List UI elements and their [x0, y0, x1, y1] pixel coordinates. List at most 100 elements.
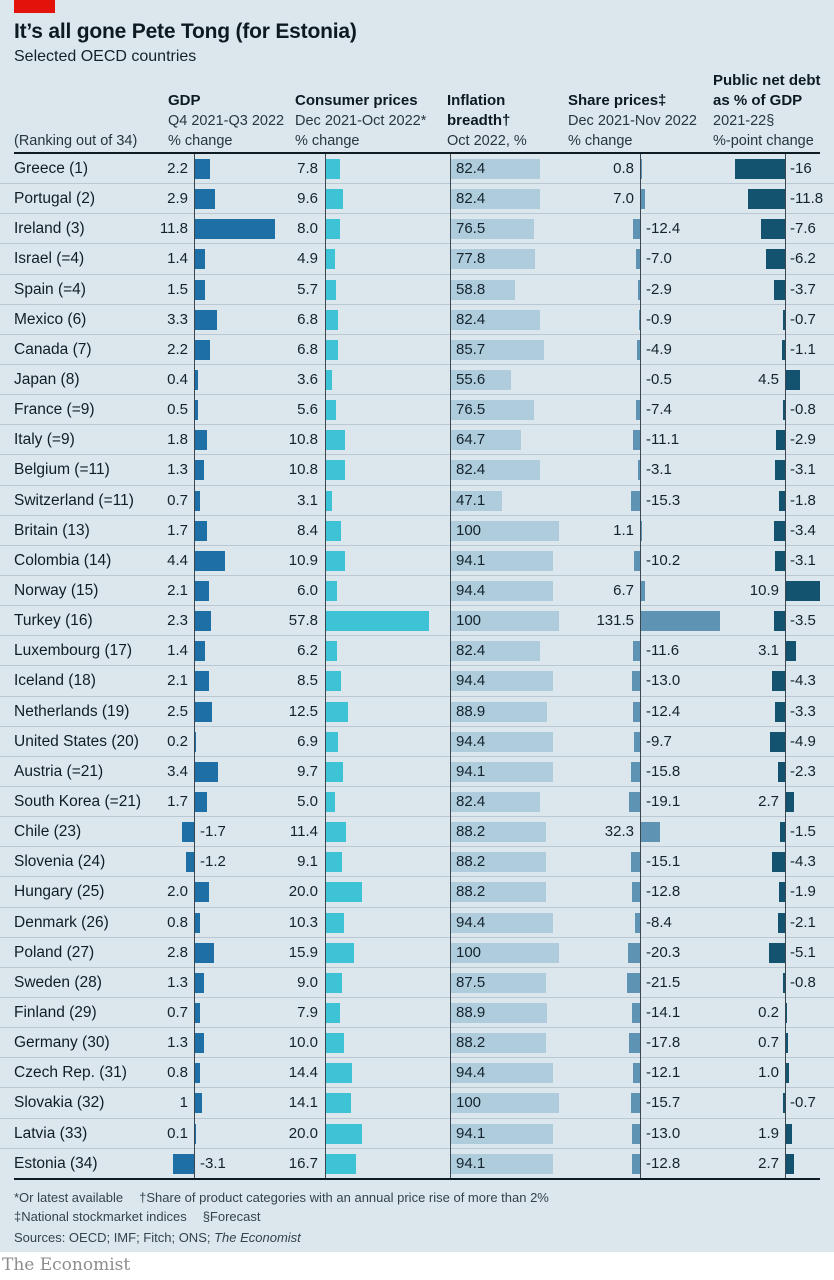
footnote-line-2: ‡National stockmarket indices §Forecast: [14, 1209, 261, 1224]
share-prices-value: -12.1: [646, 1064, 681, 1082]
share-prices-value: -15.7: [646, 1094, 681, 1112]
inflation-breadth-value: 87.5: [456, 973, 486, 991]
share-prices-value: -21.5: [646, 973, 681, 991]
table-row: Portugal (2) 2.9 9.6 82.4 7.0 -11.8: [0, 184, 834, 215]
column-subtitle: % change: [168, 133, 233, 149]
debt-bar: [769, 731, 785, 752]
share-prices-bar: [632, 219, 640, 240]
country-label: Poland (27): [14, 943, 95, 961]
inflation-breadth-value: 82.4: [456, 642, 486, 660]
inflation-breadth-bar: [451, 189, 540, 210]
gdp-value: 2.0: [167, 883, 188, 901]
share-prices-bar: [630, 852, 640, 873]
gdp-value: 0.1: [167, 1124, 188, 1142]
inflation-breadth-value: 82.4: [456, 160, 486, 177]
debt-bar: [786, 641, 796, 662]
debt-bar: [771, 671, 785, 692]
debt-value: -0.8: [790, 973, 816, 991]
share-prices-value: -12.8: [646, 1154, 681, 1172]
consumer-prices-value: 3.6: [297, 370, 318, 388]
inflation-breadth-value: 64.7: [456, 431, 486, 449]
country-label: Slovenia (24): [14, 853, 106, 871]
country-label: Belgium (=11): [14, 461, 110, 479]
inflation-breadth-bar: [451, 912, 553, 933]
debt-bar: [775, 550, 785, 571]
inflation-breadth-value: 100: [456, 612, 482, 630]
consumer-prices-bar: [326, 430, 346, 451]
inflation-breadth-value: 85.7: [456, 340, 486, 358]
gdp-value: 1.7: [167, 792, 188, 810]
debt-value: 1.0: [758, 1064, 779, 1082]
bottom-rule: [14, 1178, 820, 1180]
consumer-prices-bar: [326, 731, 339, 752]
inflation-breadth-value: 88.2: [456, 823, 486, 841]
debt-bar: [786, 1033, 789, 1054]
inflation-breadth-bar: [451, 701, 547, 722]
debt-value: -3.7: [790, 280, 816, 298]
share-prices-value: 32.3: [604, 823, 634, 841]
share-prices-value: -0.5: [646, 370, 672, 388]
inflation-breadth-value: 94.4: [456, 913, 486, 931]
debt-value: -4.3: [790, 853, 816, 871]
debt-bar: [779, 882, 785, 903]
country-label: Colombia (14): [14, 551, 112, 569]
consumer-prices-bar: [326, 159, 340, 179]
debt-bar: [777, 761, 785, 782]
debt-value: -3.1: [790, 551, 816, 569]
share-prices-value: -19.1: [646, 792, 681, 810]
table-row: Chile (23) -1.7 11.4 88.2 32.3 -1.5: [0, 817, 834, 848]
consumer-prices-value: 14.1: [288, 1094, 318, 1112]
gdp-bar: [195, 942, 215, 963]
share-prices-value: 7.0: [613, 190, 634, 208]
inflation-breadth-bar: [451, 611, 559, 632]
consumer-prices-bar: [326, 1033, 344, 1054]
consumer-prices-bar: [326, 369, 333, 390]
debt-value: 2.7: [758, 1154, 779, 1172]
inflation-breadth-value: 94.4: [456, 732, 486, 750]
debt-bar: [774, 611, 785, 632]
consumer-prices-bar: [326, 249, 335, 270]
inflation-breadth-bar: [451, 852, 547, 873]
country-label: Hungary (25): [14, 883, 105, 901]
consumer-prices-value: 20.0: [288, 883, 318, 901]
gdp-bar: [195, 1033, 204, 1054]
inflation-breadth-value: 94.4: [456, 1064, 486, 1082]
share-prices-bar: [634, 731, 640, 752]
debt-value: 3.1: [758, 642, 779, 660]
gdp-bar: [195, 430, 208, 451]
share-prices-bar: [634, 912, 640, 933]
share-prices-value: -12.8: [646, 883, 681, 901]
table-row: Israel (=4) 1.4 4.9 77.8 -7.0 -6.2: [0, 244, 834, 275]
consumer-prices-bar: [326, 400, 336, 421]
consumer-prices-value: 10.8: [288, 431, 318, 449]
table-row: United States (20) 0.2 6.9 94.4 -9.7 -4.9: [0, 727, 834, 757]
consumer-prices-bar: [326, 490, 332, 511]
column-subtitle: Dec 2021-Oct 2022*: [295, 113, 427, 129]
debt-bar: [782, 400, 785, 421]
inflation-breadth-bar: [451, 641, 540, 662]
consumer-prices-bar: [326, 641, 338, 662]
gdp-bar: [172, 1153, 194, 1174]
gdp-bar: [195, 1123, 196, 1144]
table-row: Luxembourg (17) 1.4 6.2 82.4 -11.6 3.1: [0, 636, 834, 667]
debt-value: -2.3: [790, 762, 816, 780]
inflation-breadth-bar: [451, 309, 540, 330]
country-label: Sweden (28): [14, 973, 102, 991]
table-row: Greece (1) 2.2 7.8 82.4 0.8 -16: [0, 154, 834, 185]
column-header: Public net debt as % of GDP 2021-22§ %-poin…: [713, 71, 821, 151]
inflation-breadth-value: 94.1: [456, 1154, 486, 1172]
gdp-value: 2.5: [167, 702, 188, 720]
axis-line: [785, 154, 786, 1178]
consumer-prices-bar: [326, 1153, 356, 1174]
inflation-breadth-bar: [451, 1153, 553, 1174]
share-prices-bar: [632, 1123, 640, 1144]
gdp-value: 0.2: [167, 732, 188, 750]
column-title: breadth†: [447, 112, 511, 129]
consumer-prices-bar: [326, 1063, 352, 1084]
share-prices-bar: [627, 972, 640, 993]
inflation-breadth-bar: [451, 1093, 559, 1114]
country-label: South Korea (=21): [14, 792, 142, 810]
inflation-breadth-value: 88.2: [456, 883, 486, 901]
inflation-breadth-value: 58.8: [456, 280, 486, 298]
inflation-breadth-bar: [451, 671, 553, 692]
